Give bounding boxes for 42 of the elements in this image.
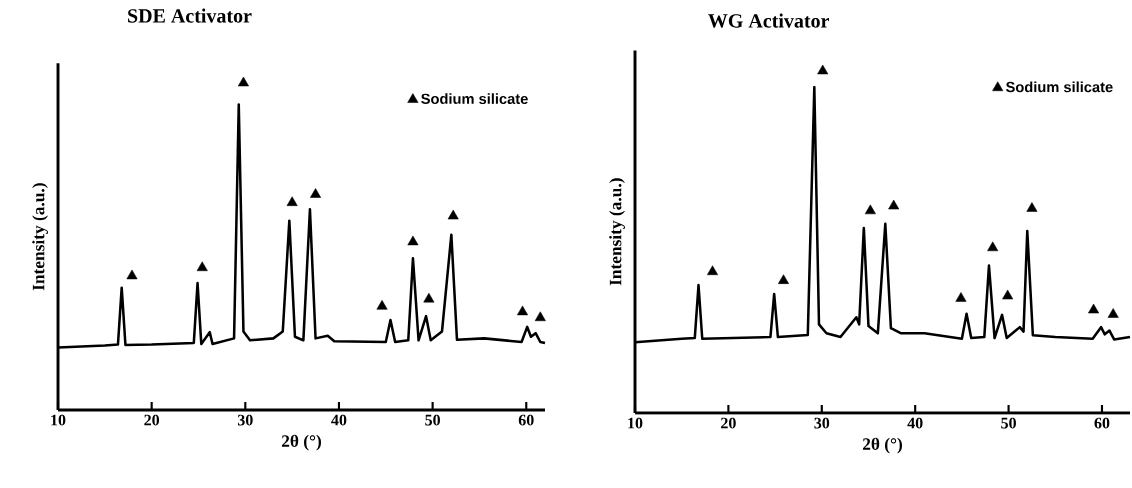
x-tick-label: 60 (518, 414, 534, 426)
point (778, 274, 789, 284)
x-tick-label: 20 (721, 417, 736, 429)
point (955, 292, 967, 302)
x-tick-label: 10 (51, 414, 66, 426)
point (517, 305, 528, 316)
point (1026, 202, 1038, 212)
point (423, 292, 435, 303)
x-tick-label: 30 (237, 414, 253, 426)
point (447, 209, 459, 220)
point (864, 204, 876, 215)
point (196, 261, 208, 272)
point (237, 76, 249, 87)
point (407, 235, 419, 246)
legend-label: Sodium silicate (421, 93, 528, 105)
x-tick-label: 50 (425, 414, 440, 426)
x-tick-label: 30 (814, 417, 830, 429)
x-axis-title: 2θ (°) (862, 437, 902, 454)
x-tick-label: 40 (331, 414, 347, 426)
x-tick-label: 40 (907, 417, 923, 429)
point (310, 188, 322, 198)
point (707, 265, 718, 276)
x-axis-title: 2θ (°) (281, 434, 321, 451)
point (1088, 303, 1100, 314)
legend-label: Sodium silicate (1006, 81, 1113, 93)
point (1107, 308, 1119, 318)
point (286, 196, 298, 206)
x-tick-label: 60 (1094, 417, 1110, 429)
point (1002, 289, 1014, 300)
x-tick-label: 20 (144, 414, 160, 426)
x-tick-label: 10 (628, 417, 643, 429)
point (534, 311, 546, 322)
point (817, 64, 829, 75)
y-axis-title: Intensity (a.u.) (32, 183, 48, 291)
y-axis-title: Intensity (a.u.) (609, 178, 625, 286)
chart-title: WG Activator (708, 13, 830, 28)
point (126, 269, 138, 280)
point (987, 241, 999, 252)
point (888, 199, 900, 210)
x-tick-label: 50 (1001, 417, 1016, 429)
point (376, 300, 388, 310)
chart-title: SDE Activator (128, 8, 252, 23)
